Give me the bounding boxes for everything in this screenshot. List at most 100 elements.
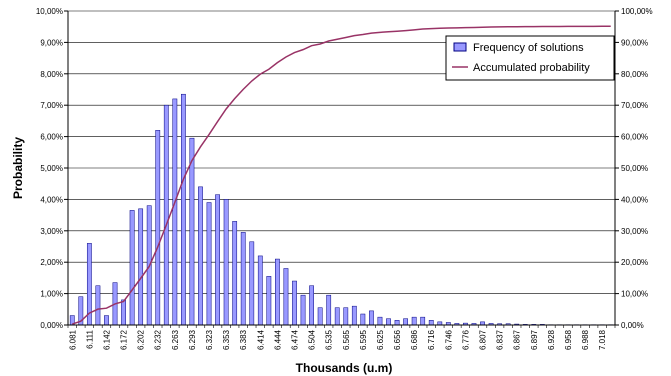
accumulated-probability-line — [72, 25, 611, 325]
x-axis-title: Thousands (u.m) — [296, 361, 393, 375]
frequency-bar — [420, 316, 426, 326]
frequency-bar — [172, 98, 178, 326]
left-axis-ticks: 0,00% 1,00% 2,00% 3,00% 4,00% 5,00% 6,00% 7,00%… — [36, 7, 68, 330]
y-tick-label: 5,00% — [40, 164, 63, 173]
x-tick-label: 6.897 — [530, 329, 539, 350]
legend: Frequency of solutions Accumulated proba… — [445, 35, 615, 81]
x-tick-label: 6.172 — [120, 329, 129, 350]
frequency-bar — [309, 285, 314, 326]
frequency-bar — [121, 299, 126, 326]
y-tick-label: 7,00% — [40, 101, 63, 110]
x-tick-label: 6.383 — [239, 329, 248, 350]
frequency-bar — [138, 208, 144, 326]
frequency-bar — [266, 276, 272, 326]
legend-line-label: Accumulated probability — [473, 62, 590, 74]
x-tick-label: 6.807 — [479, 329, 488, 350]
x-tick-label: 6.535 — [325, 329, 334, 350]
frequency-bar — [283, 268, 289, 326]
x-tick-label: 6.928 — [547, 329, 556, 350]
frequency-bar — [189, 137, 195, 326]
y2-tick-label: 80,00% — [621, 70, 648, 79]
legend-bar-label: Frequency of solutions — [473, 42, 584, 54]
x-tick-label: 6.504 — [308, 329, 317, 350]
x-tick-label: 6.293 — [188, 329, 197, 350]
y-tick-label: 0,00% — [40, 321, 63, 330]
y-tick-label: 2,00% — [40, 258, 63, 267]
frequency-bar — [249, 241, 255, 326]
x-tick-label: 6.686 — [410, 329, 419, 350]
x-tick-label: 6.444 — [273, 329, 282, 350]
frequency-bar — [275, 258, 280, 326]
x-tick-label: 6.353 — [222, 329, 231, 350]
legend-bar-swatch — [453, 42, 467, 52]
y-tick-label: 6,00% — [40, 133, 63, 142]
line-series — [72, 25, 611, 325]
frequency-bar — [334, 307, 340, 326]
frequency-bar — [403, 318, 408, 326]
x-tick-label: 6.323 — [205, 329, 214, 350]
x-tick-label: 6.746 — [444, 329, 453, 350]
y2-tick-label: 60,00% — [621, 133, 648, 142]
y-tick-label: 1,00% — [40, 290, 63, 299]
x-tick-label: 6.414 — [256, 329, 265, 350]
x-tick-label: 6.142 — [102, 329, 111, 350]
frequency-bar — [317, 307, 323, 326]
x-tick-label: 6.656 — [393, 329, 402, 350]
y-tick-label: 10,00% — [36, 7, 63, 16]
frequency-bar — [343, 307, 349, 326]
frequency-bar — [104, 315, 109, 326]
y2-tick-label: 70,00% — [621, 101, 648, 110]
y-tick-label: 8,00% — [40, 70, 63, 79]
y2-tick-label: 50,00% — [621, 164, 648, 173]
frequency-bar — [223, 199, 229, 326]
x-tick-label: 6.595 — [359, 329, 368, 350]
frequency-bar — [292, 280, 297, 326]
frequency-bar — [300, 294, 306, 326]
frequency-bar — [215, 194, 220, 326]
right-axis-ticks: 0,00% 10,00% 20,00% 30,00% 40,00% 50,00% 60,00… — [615, 7, 653, 330]
x-tick-label: 6.565 — [342, 329, 351, 350]
frequency-bar — [129, 210, 135, 326]
frequency-bar — [240, 232, 246, 326]
frequency-bar — [257, 255, 263, 326]
x-tick-label: 6.867 — [513, 329, 522, 350]
frequency-bar — [155, 130, 161, 326]
y2-tick-label: 0,00% — [621, 321, 644, 330]
bar-series — [69, 93, 614, 326]
x-tick-label: 6.232 — [154, 329, 163, 350]
y2-tick-label: 90,00% — [621, 38, 648, 47]
x-tick-label: 6.988 — [581, 329, 590, 350]
x-tick-label: 6.716 — [427, 329, 436, 350]
y-axis-title: Probability — [11, 137, 25, 199]
frequency-bar — [394, 320, 400, 326]
y2-tick-label: 30,00% — [621, 227, 648, 236]
y-tick-label: 3,00% — [40, 227, 63, 236]
frequency-bar — [428, 320, 434, 326]
y2-tick-label: 100,00% — [621, 7, 653, 16]
x-tick-label: 6.958 — [564, 329, 573, 350]
frequency-bar — [95, 285, 101, 326]
x-axis-ticks: 6.081 6.111 6.142 6.172 6.202 6.232 6.263 6.293… — [67, 325, 616, 350]
frequency-bar — [411, 316, 417, 326]
frequency-bar — [326, 294, 332, 326]
y-tick-label: 4,00% — [40, 195, 63, 204]
frequency-bar — [180, 93, 186, 326]
frequency-bar — [232, 221, 238, 326]
frequency-bar — [377, 316, 383, 326]
y2-tick-label: 20,00% — [621, 258, 648, 267]
frequency-bar — [386, 318, 391, 326]
frequency-bar — [163, 104, 169, 326]
x-tick-label: 6.837 — [496, 329, 505, 350]
frequency-bar — [369, 310, 374, 326]
x-tick-label: 6.474 — [290, 329, 299, 350]
legend-box — [445, 35, 615, 81]
frequency-bar — [351, 305, 357, 326]
y2-tick-label: 40,00% — [621, 195, 648, 204]
frequency-bar — [360, 313, 366, 326]
frequency-bar — [206, 202, 212, 326]
y-tick-label: 9,00% — [40, 38, 63, 47]
x-tick-label: 7.018 — [598, 329, 607, 350]
x-tick-label: 6.111 — [85, 329, 94, 348]
x-tick-label: 6.081 — [68, 329, 77, 350]
